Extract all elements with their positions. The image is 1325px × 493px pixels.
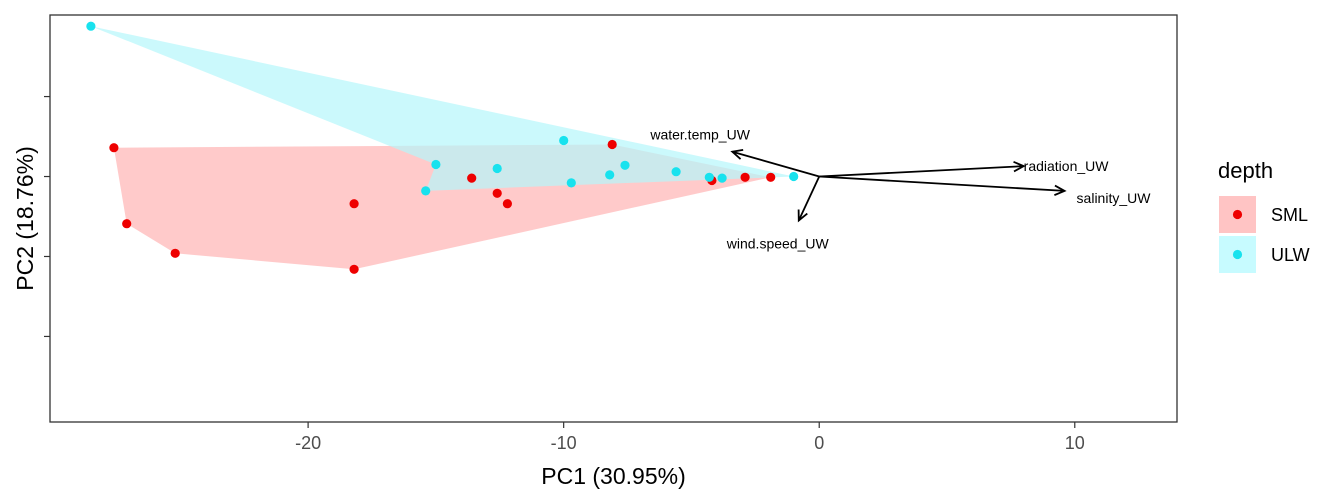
point-ulw	[671, 167, 681, 177]
legend-title: depth	[1218, 158, 1273, 183]
arrow-water.temp_UW	[732, 150, 820, 178]
legend-label: ULW	[1271, 245, 1310, 265]
y-axis-title: PC2 (18.76%)	[12, 146, 38, 290]
arrow-label-water.temp_UW: water.temp_UW	[649, 127, 750, 143]
point-sml	[467, 173, 477, 183]
point-ulw	[559, 135, 569, 146]
x-tick-label: -20	[295, 433, 321, 453]
point-sml	[492, 188, 502, 198]
hull-ulw	[90, 26, 794, 191]
arrow-label-radiation_UW: radiation_UW	[1024, 158, 1110, 174]
point-sml	[740, 172, 750, 182]
x-tick-label: -10	[551, 433, 577, 453]
legend-label: SML	[1271, 205, 1308, 225]
arrowhead-wind.speed_UW	[797, 209, 808, 223]
point-ulw	[492, 163, 502, 174]
point-ulw	[620, 160, 630, 170]
point-ulw	[431, 159, 441, 170]
legend: depth SML ULW	[1218, 158, 1310, 273]
point-ulw	[717, 173, 727, 183]
arrowhead-radiation_UW	[1013, 161, 1026, 173]
legend-key-point	[1232, 249, 1243, 260]
legend-item-sml: SML	[1219, 196, 1308, 233]
legend-items: SML ULW	[1219, 196, 1310, 273]
y-axis-ticks	[44, 95, 50, 338]
legend-key-point	[1232, 209, 1243, 220]
scatter-points	[86, 21, 799, 274]
point-sml	[122, 219, 132, 229]
arrow-wind.speed_UW	[797, 176, 821, 221]
x-axis-title: PC1 (30.95%)	[541, 463, 685, 489]
point-sml	[607, 139, 617, 150]
plot-panel-border	[49, 14, 1178, 423]
point-ulw	[789, 171, 799, 182]
arrow-label-wind.speed_UW: wind.speed_UW	[726, 235, 830, 251]
point-sml	[109, 143, 119, 153]
x-tick-label: 0	[814, 433, 824, 453]
point-ulw	[605, 170, 615, 180]
point-sml	[502, 199, 512, 209]
point-sml	[766, 172, 776, 182]
point-ulw	[566, 178, 576, 188]
point-ulw	[421, 186, 431, 196]
loading-arrows: water.temp_UW radiation_UW salinity_UWwind…	[649, 127, 1151, 252]
x-axis-ticks: -20 -10 0 10	[295, 422, 1085, 453]
x-tick-label: 10	[1065, 433, 1085, 453]
arrow-label-salinity_UW: salinity_UW	[1077, 190, 1152, 206]
convex-hulls	[90, 26, 794, 270]
point-ulw	[86, 21, 96, 31]
point-sml	[170, 248, 180, 258]
arrowhead-water.temp_UW	[730, 148, 744, 160]
point-ulw	[704, 172, 714, 182]
point-sml	[349, 264, 359, 274]
arrow-salinity_UW	[819, 175, 1065, 192]
arrowhead-salinity_UW	[1054, 184, 1067, 196]
arrow-radiation_UW	[819, 165, 1024, 178]
point-sml	[349, 199, 359, 209]
legend-item-ulw: ULW	[1219, 236, 1310, 273]
